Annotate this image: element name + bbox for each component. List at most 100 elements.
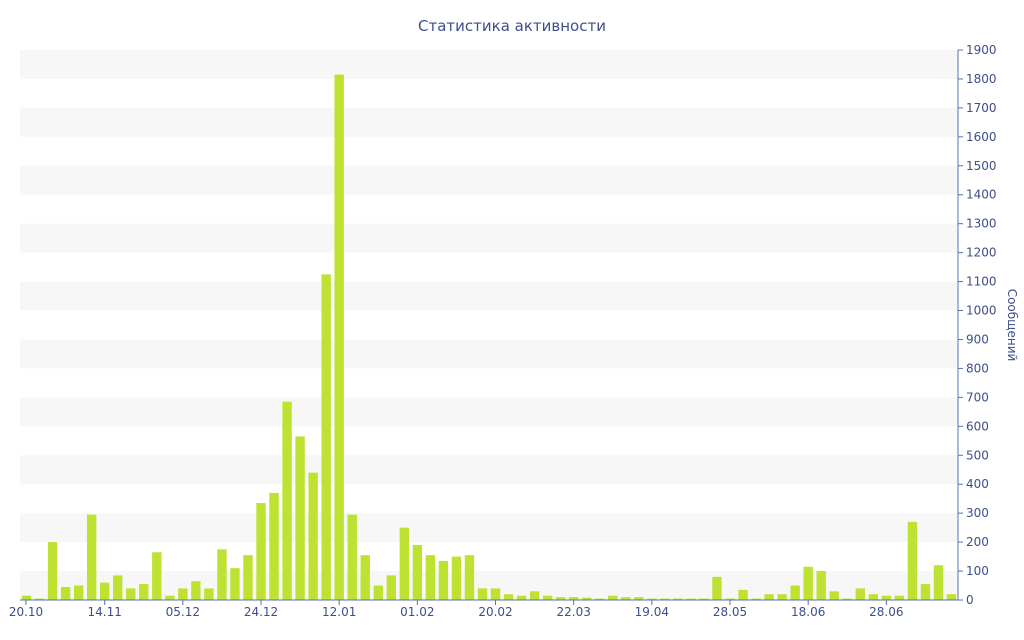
bar [308,472,318,600]
bar [126,588,136,600]
x-tick-label: 01.02 [400,605,434,619]
y-tick-label: 700 [966,390,989,404]
y-tick-label: 600 [966,419,989,433]
bar [217,549,227,600]
grid-bands [20,50,958,600]
bar [946,594,957,600]
y-tick-label: 1500 [966,159,997,173]
bar [790,585,800,600]
y-tick-label: 1000 [966,304,997,318]
x-tick-label: 19.04 [635,605,669,619]
bar [386,575,396,600]
bar [204,588,214,600]
x-tick-label: 22.03 [557,605,591,619]
bar [647,598,657,600]
bar [855,588,865,600]
grid-band [20,223,958,253]
x-tick-label: 28.06 [869,605,903,619]
y-tick-label: 1200 [966,246,997,260]
bar [243,555,253,600]
y-tick-label: 1300 [966,217,997,231]
bar [529,591,540,600]
bar [712,576,722,600]
bar [751,598,761,600]
bar [178,588,188,600]
grid-band [20,50,958,79]
bar [73,585,84,600]
bar [555,597,566,600]
bar [582,597,592,600]
bar [230,568,240,600]
y-tick-label: 1100 [966,275,997,289]
y-tick-label: 200 [966,535,989,549]
bar [516,595,527,600]
y-tick-label: 1800 [966,72,997,86]
bar [139,584,149,600]
x-tick-label: 14.11 [88,605,122,619]
bar [842,598,852,600]
y-tick-label: 1700 [966,101,997,115]
bar [868,594,879,600]
bar [165,595,175,600]
bar [503,594,514,600]
bar [464,555,475,600]
grid-band [20,165,958,195]
bar [21,595,32,600]
bar [568,597,579,600]
y-tick-label: 900 [966,332,989,346]
bar [347,514,357,600]
chart-title: Статистика активности [418,17,606,35]
bar [334,74,344,600]
bar [399,527,410,600]
bar [894,595,905,600]
bar [608,595,618,600]
x-tick-label: 20.02 [478,605,512,619]
bar [269,492,279,600]
bar [282,401,292,600]
grid-band [20,107,958,137]
bar [113,575,123,600]
bar [191,581,201,600]
bar [373,585,383,600]
bar [360,555,370,600]
y-tick-label: 1600 [966,130,997,144]
bar [920,584,931,600]
grid-band [20,513,958,543]
bar [933,565,944,600]
grid-band [20,339,958,369]
bar [660,598,670,600]
x-tick-label: 05.12 [166,605,200,619]
bar [595,598,605,600]
y-tick-label: 1900 [966,43,997,57]
bar [725,598,735,600]
bar-series [21,74,957,600]
bar [451,556,462,600]
grid-band [20,281,958,311]
bar [438,560,449,600]
x-tick-label: 12.01 [322,605,356,619]
y-tick-label: 500 [966,448,989,462]
y-axis-ticks: 0 100 200 300 400 500 600 700 800 900 1000 1100 1200… [958,43,997,607]
bar [477,588,488,600]
bar [412,545,423,600]
bar [34,598,45,600]
bar [86,514,97,600]
y-tick-label: 400 [966,477,989,491]
bar [686,598,696,600]
bar [295,436,305,600]
bar [634,597,644,600]
y-tick-label: 300 [966,506,989,520]
bar [907,521,918,600]
y-tick-label: 100 [966,564,989,578]
bar [777,594,787,600]
bar [425,555,436,600]
bar [47,542,58,600]
x-tick-label: 24.12 [244,605,278,619]
bar [816,571,826,600]
y-tick-label: 0 [966,593,974,607]
x-tick-label: 20.10 [9,605,43,619]
bar [738,589,748,600]
bar [699,598,709,600]
grid-band [20,571,958,600]
